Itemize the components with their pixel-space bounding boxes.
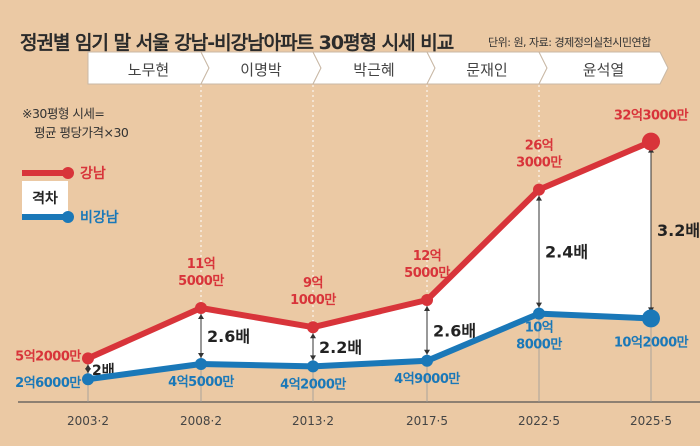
- label-line: 5억2000만: [15, 348, 81, 364]
- value-label-gangnam: 11억 5000만: [178, 257, 224, 289]
- x-tick-label: 2008·2: [180, 414, 222, 428]
- ratio-label: 2.4배: [545, 243, 588, 262]
- arrow-head: [536, 195, 542, 201]
- label-line: 10억: [525, 321, 554, 336]
- arrow-head: [424, 349, 430, 355]
- series-line-non-gangnam: [87, 310, 652, 383]
- x-tick-label: 2022·5: [518, 414, 560, 428]
- legend-dot-gangnam: [62, 167, 74, 179]
- value-label-non-gangnam: 10억2000만: [614, 334, 689, 350]
- x-tick-label: 2025·5: [630, 414, 672, 428]
- label-line: 8000만: [516, 337, 562, 353]
- label-line: 2억6000만: [15, 375, 81, 391]
- arrow-head: [85, 368, 91, 374]
- arrow-head: [536, 302, 542, 308]
- ratio-label: 2.2배: [319, 338, 362, 357]
- label-line: 1000만: [290, 292, 336, 308]
- series-line-gangnam: [86, 138, 653, 362]
- point-gangnam: [533, 183, 545, 196]
- value-label-gangnam: 5억2000만: [15, 348, 81, 364]
- x-tick-label: 2003·2: [67, 414, 109, 428]
- point-non-gangnam: [421, 354, 433, 367]
- arrow-head: [424, 306, 430, 311]
- label-line: 32억3000만: [614, 108, 689, 124]
- value-label-non-gangnam: 4억2000만: [280, 376, 346, 392]
- point-non-gangnam: [533, 307, 545, 320]
- period-label: 문재인: [466, 61, 507, 79]
- period-label: 윤석열: [583, 61, 624, 79]
- legend-gap-box: [22, 181, 68, 214]
- period-label: 노무현: [128, 61, 169, 79]
- arrow-head: [310, 355, 316, 361]
- gap-area: [88, 141, 651, 380]
- footnote-line: ※30평형 시세=: [22, 106, 105, 121]
- label-line: 4억2000만: [280, 376, 346, 392]
- period-segment: [538, 51, 669, 85]
- point-non-gangnam: [82, 373, 94, 386]
- point-gangnam: [195, 302, 207, 314]
- x-tick-label: 2017·5: [406, 414, 448, 428]
- period-label: 이명박: [240, 61, 282, 79]
- label-line: 3000만: [516, 155, 562, 171]
- source-note: 단위: 원, 자료: 경제정의실천시민연합: [488, 36, 651, 49]
- label-line: 9억: [303, 276, 323, 291]
- label-line: 5000만: [178, 273, 224, 289]
- period-label: 박근혜: [353, 61, 394, 79]
- arrow-head: [198, 353, 204, 358]
- arrow-head: [198, 314, 204, 319]
- arrow-head: [85, 364, 91, 370]
- point-gangnam: [642, 132, 660, 151]
- ratio-label: 2.6배: [207, 327, 250, 346]
- x-tick-label: 2013·2: [292, 414, 334, 428]
- legend-dot-non-gangnam: [62, 211, 74, 223]
- label-line: 5000만: [404, 265, 450, 281]
- label-line: 11억: [187, 257, 216, 272]
- label-line: 4억9000만: [394, 371, 460, 387]
- legend-label-non-gangnam: 비강남: [80, 209, 119, 226]
- value-label-non-gangnam: 2억6000만: [15, 375, 81, 391]
- footnote-line: 평균 평당가격×30: [34, 125, 129, 140]
- legend-label-gap: 격차: [32, 190, 58, 207]
- ratio-label: 2.6배: [433, 321, 476, 340]
- point-gangnam: [82, 352, 94, 365]
- value-label-non-gangnam: 4억9000만: [394, 371, 460, 387]
- label-line: 4억5000만: [168, 374, 234, 390]
- label-line: 12억: [413, 249, 442, 264]
- value-label-non-gangnam: 10억 8000만: [516, 321, 562, 353]
- legend-label-gangnam: 강남: [80, 165, 106, 182]
- arrow-head: [310, 333, 316, 339]
- point-gangnam: [421, 294, 433, 306]
- value-label-gangnam: 32억3000만: [614, 108, 689, 124]
- point-non-gangnam: [195, 358, 207, 370]
- value-label-gangnam: 12억 5000만: [404, 249, 450, 281]
- label-line: 26억: [525, 139, 554, 154]
- chart-title: 정권별 임기 말 서울 강남-비강남아파트 30평형 시세 비교: [20, 32, 454, 54]
- point-gangnam: [307, 321, 319, 334]
- ratio-label: 3.2배: [657, 221, 700, 240]
- point-non-gangnam: [307, 360, 319, 373]
- footnote: ※30평형 시세= 평균 평당가격×30: [22, 104, 129, 142]
- value-label-gangnam: 9억 1000만: [290, 276, 336, 308]
- value-label-non-gangnam: 4억5000만: [168, 374, 234, 390]
- value-label-gangnam: 26억 3000만: [516, 139, 562, 171]
- point-non-gangnam: [642, 309, 660, 328]
- label-line: 10억2000만: [614, 334, 689, 350]
